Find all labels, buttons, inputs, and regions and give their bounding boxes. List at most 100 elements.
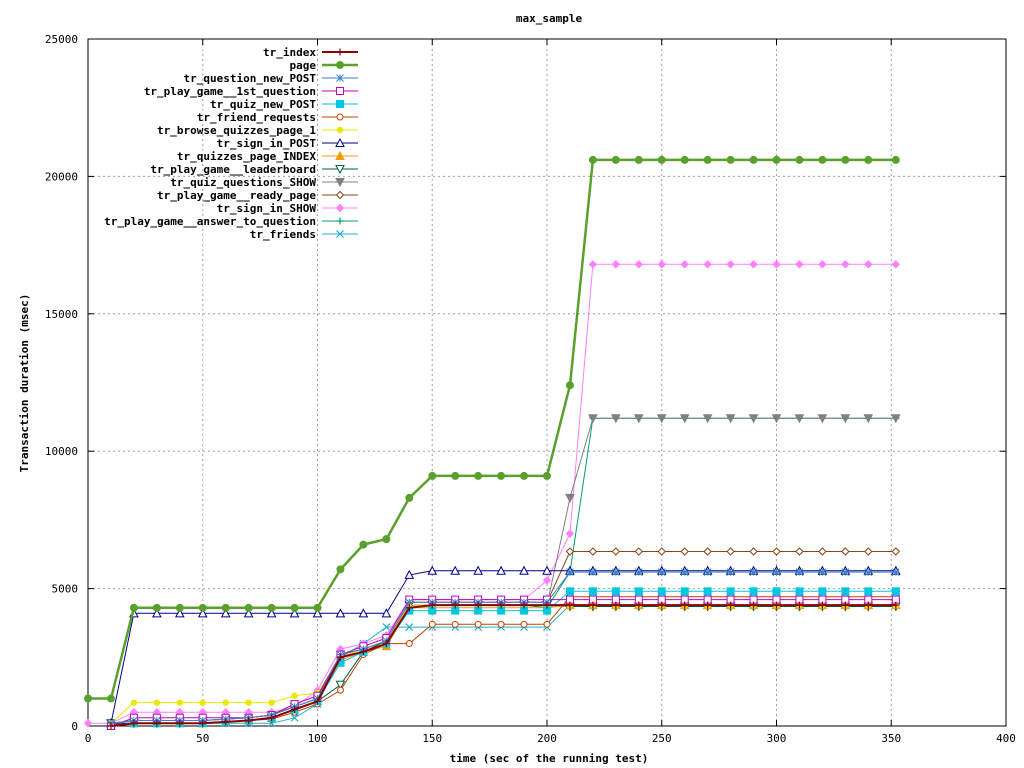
data-point — [336, 565, 345, 574]
series-tr_index — [107, 601, 900, 730]
data-point — [657, 260, 666, 269]
data-point — [772, 568, 781, 576]
legend: tr_indexpagetr_question_new_POSTtr_play_… — [104, 46, 358, 241]
x-tick-label: 50 — [196, 732, 209, 745]
data-point — [565, 381, 574, 390]
legend-entry: tr_index — [263, 46, 358, 59]
data-point — [153, 699, 161, 706]
legend-label: tr_friend_requests — [197, 111, 316, 124]
data-point — [818, 155, 827, 164]
data-point — [542, 565, 552, 575]
legend-label: tr_index — [263, 46, 316, 59]
legend-label: tr_play_game__1st_question — [144, 85, 316, 98]
data-point — [726, 260, 735, 269]
data-point — [543, 620, 551, 628]
data-point — [680, 547, 689, 556]
data-point — [520, 601, 528, 609]
data-point — [891, 155, 900, 164]
data-point — [864, 568, 873, 576]
data-point — [382, 640, 390, 648]
data-point — [336, 48, 344, 56]
data-point — [565, 547, 575, 556]
data-point — [450, 565, 461, 575]
data-point — [359, 648, 367, 656]
legend-entry: tr_friends — [250, 228, 358, 241]
data-point — [335, 137, 345, 147]
legend-entry: tr_play_game__leaderboard — [150, 163, 358, 176]
data-point — [841, 260, 850, 269]
data-point — [891, 414, 901, 424]
legend-entry: tr_sign_in_SHOW — [217, 202, 358, 215]
data-point — [382, 535, 391, 544]
y-tick-label: 25000 — [45, 33, 78, 46]
data-point — [864, 155, 873, 164]
data-point — [335, 178, 345, 188]
data-point — [542, 576, 552, 585]
data-point — [335, 165, 345, 175]
data-point — [611, 414, 621, 424]
data-point — [588, 414, 598, 424]
data-point — [841, 155, 850, 164]
x-tick-label: 300 — [767, 732, 787, 745]
data-point — [658, 601, 666, 609]
data-point — [497, 471, 506, 480]
data-point — [335, 203, 345, 213]
data-point — [726, 568, 735, 576]
data-point — [543, 471, 551, 480]
data-point — [864, 601, 872, 609]
data-point — [198, 603, 207, 612]
data-point — [245, 699, 252, 706]
data-point — [612, 601, 620, 609]
data-point — [749, 155, 758, 164]
y-tick-label: 0 — [71, 720, 78, 733]
data-point — [725, 414, 736, 424]
data-point — [130, 699, 138, 706]
data-point — [702, 414, 713, 424]
data-point — [772, 260, 781, 269]
data-point — [565, 529, 575, 538]
data-point — [864, 547, 873, 556]
data-point — [566, 568, 574, 576]
legend-entry: tr_browse_quizzes_page_1 — [157, 124, 358, 137]
data-point — [359, 540, 368, 549]
data-point — [220, 608, 231, 618]
data-point — [635, 601, 643, 609]
data-point — [634, 155, 643, 164]
data-point — [244, 603, 253, 612]
data-point — [795, 260, 804, 269]
data-point — [656, 414, 667, 424]
x-tick-label: 350 — [881, 732, 901, 745]
data-point — [268, 714, 276, 722]
data-point — [290, 713, 299, 722]
data-point — [841, 601, 849, 609]
data-point — [405, 640, 413, 648]
data-point — [520, 471, 529, 480]
data-point — [84, 694, 92, 703]
y-tick-label: 10000 — [45, 445, 78, 458]
data-point — [497, 620, 505, 628]
data-point — [336, 113, 344, 121]
data-point — [451, 601, 459, 609]
data-point — [611, 260, 621, 269]
data-point — [335, 680, 346, 690]
data-point — [267, 603, 276, 612]
data-point — [176, 719, 184, 727]
data-point — [336, 61, 344, 69]
y-tick-label: 5000 — [52, 583, 79, 596]
data-point — [726, 547, 735, 556]
data-point — [773, 601, 780, 609]
data-point — [750, 601, 758, 609]
legend-entry: tr_quizzes_page_INDEX — [177, 150, 358, 163]
data-point — [772, 587, 781, 596]
data-point — [680, 568, 689, 576]
data-point — [588, 260, 598, 269]
legend-label: tr_question_new_POST — [184, 72, 317, 85]
legend-entry: page — [290, 59, 358, 72]
data-point — [266, 608, 277, 618]
data-point — [152, 608, 162, 618]
data-point — [381, 608, 392, 618]
legend-entry: tr_friend_requests — [197, 111, 358, 124]
legend-label: page — [290, 59, 317, 72]
legend-label: tr_browse_quizzes_page_1 — [157, 124, 316, 137]
